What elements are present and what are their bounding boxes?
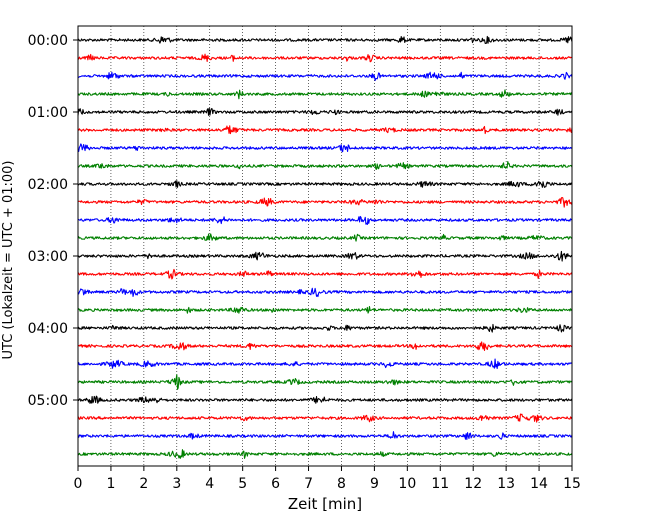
trace-line (77, 125, 573, 135)
x-tick-label: 8 (337, 476, 346, 492)
trace-line (77, 287, 573, 298)
trace-line (77, 305, 573, 314)
x-tick-label: 1 (106, 476, 115, 492)
y-tick-label: 03:00 (28, 249, 68, 265)
trace-line (77, 233, 573, 242)
x-tick-label: 6 (271, 476, 280, 492)
trace-line (77, 431, 573, 440)
trace-line (77, 143, 573, 153)
trace-line (77, 215, 573, 226)
trace-line (77, 161, 573, 170)
trace-line (77, 250, 573, 262)
trace-line (77, 341, 573, 351)
x-tick-label: 10 (398, 476, 416, 492)
trace-line (77, 35, 573, 44)
trace-line (77, 196, 573, 208)
trace-line (77, 413, 573, 423)
y-axis-label: UTC (Lokalzeit = UTC + 01:00) (1, 161, 16, 360)
trace-line (77, 268, 573, 280)
y-tick-label: 01:00 (28, 105, 68, 121)
trace-line (77, 395, 573, 404)
trace-line (77, 53, 573, 63)
trace-line (77, 449, 573, 459)
trace-line (77, 180, 573, 188)
x-tick-label: 12 (464, 476, 482, 492)
trace-line (77, 358, 573, 370)
trace-line (77, 107, 573, 116)
x-axis-label: Zeit [min] (288, 495, 362, 513)
y-tick-label: 02:00 (28, 177, 68, 193)
x-tick-label: 13 (497, 476, 515, 492)
x-tick-label: 7 (304, 476, 313, 492)
y-tick-label: 04:00 (28, 321, 68, 337)
trace-line (77, 71, 573, 82)
x-tick-label: 3 (172, 476, 181, 492)
x-tick-label: 14 (530, 476, 548, 492)
x-tick-label: 0 (74, 476, 83, 492)
trace-line (77, 323, 573, 333)
x-tick-label: 15 (563, 476, 581, 492)
x-tick-label: 4 (205, 476, 214, 492)
x-tick-label: 5 (238, 476, 247, 492)
trace-line (77, 89, 573, 100)
x-tick-label: 2 (139, 476, 148, 492)
y-tick-label: 05:00 (28, 393, 68, 409)
trace-line (77, 374, 573, 390)
plot-area: 0 1 2 3 4 5 6 7 8 9 10 11 12 13 14 1500:0001:0002:0003:… (28, 25, 581, 492)
x-tick-label: 9 (370, 476, 379, 492)
y-tick-label: 00:00 (28, 33, 68, 49)
x-tick-label: 11 (431, 476, 449, 492)
plot-frame (77, 25, 573, 467)
